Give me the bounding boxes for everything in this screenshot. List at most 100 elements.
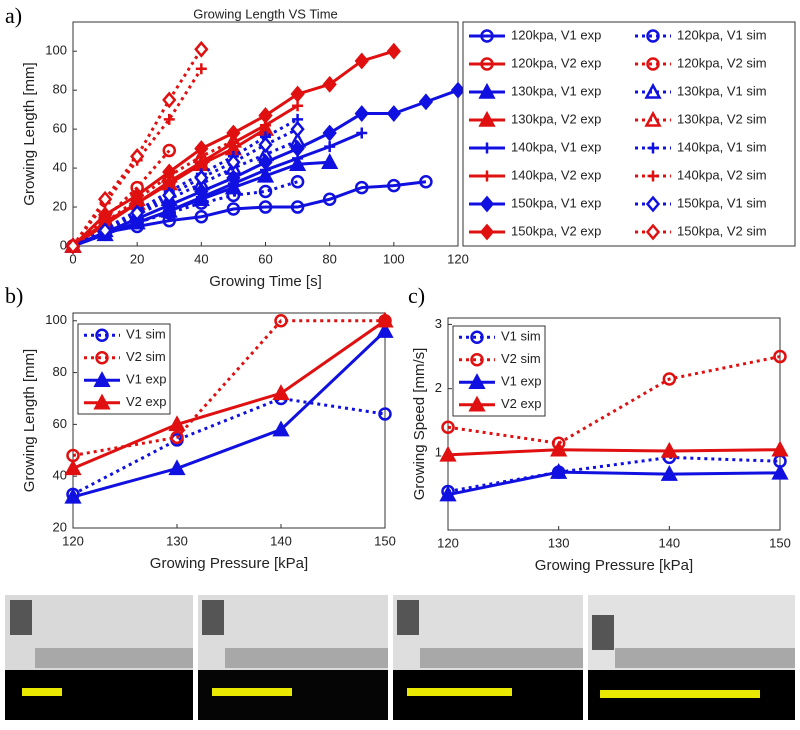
series-line (447, 470, 781, 497)
chart-title: Growing Length VS Time (193, 6, 338, 21)
marker (439, 445, 457, 462)
robot (212, 688, 292, 696)
legend-marker (478, 110, 496, 127)
marker (773, 349, 787, 364)
ruler (615, 648, 795, 668)
legend-label: 150kpa, V2 exp (511, 223, 601, 238)
legend-label: V2 sim (126, 349, 166, 364)
series-line (72, 127, 299, 248)
marker (386, 42, 401, 60)
marker (97, 221, 113, 239)
legend-marker (644, 82, 662, 99)
y-tick-label: 20 (53, 198, 67, 213)
ruler (225, 648, 388, 668)
legend-marker (468, 395, 486, 412)
legend-label: V1 exp (126, 372, 166, 387)
marker (194, 169, 209, 187)
legend-marker (647, 142, 659, 154)
legend-marker (468, 373, 486, 389)
y-tick-label: 60 (53, 416, 67, 431)
marker (194, 210, 209, 224)
marker (130, 147, 145, 165)
holder (202, 600, 224, 635)
holder (397, 600, 419, 635)
legend-marker (93, 393, 111, 410)
legend-marker (479, 223, 495, 241)
y-tick-label: 2 (435, 380, 442, 395)
marker (322, 75, 337, 93)
marker (97, 206, 113, 224)
marker (386, 105, 401, 122)
series-line (447, 448, 781, 457)
x-tick-label: 80 (322, 251, 336, 266)
legend (77, 323, 171, 415)
y-tick-label: 40 (53, 160, 67, 175)
legend-marker (95, 351, 109, 365)
marker (163, 113, 175, 125)
legend-label: 120kpa, V2 exp (511, 55, 601, 70)
legend-label: 130kpa, V1 exp (511, 83, 601, 98)
legend-label: 120kpa, V1 sim (677, 27, 767, 42)
x-tick-label: 140 (270, 533, 292, 548)
marker (258, 184, 273, 199)
marker (662, 372, 677, 386)
x-tick-label: 40 (194, 251, 208, 266)
legend-marker (480, 57, 494, 71)
y-tick-label: 3 (435, 316, 442, 331)
marker (773, 454, 787, 468)
marker (322, 192, 337, 206)
marker (194, 40, 209, 58)
marker (272, 420, 290, 437)
marker (258, 200, 273, 214)
legend-label: V1 sim (501, 329, 541, 344)
legend-label: 140kpa, V1 sim (677, 139, 767, 154)
legend-marker (645, 223, 661, 241)
legend-marker (645, 195, 661, 213)
series-line (72, 319, 385, 457)
marker (322, 124, 337, 142)
legend-label: 130kpa, V1 sim (677, 83, 767, 98)
marker (355, 180, 369, 195)
panel-label: c) (408, 283, 425, 308)
series-line (72, 319, 386, 470)
marker (290, 200, 305, 214)
marker (162, 186, 177, 204)
marker (771, 440, 789, 457)
legend-marker (481, 170, 493, 182)
marker (354, 105, 369, 122)
marker (378, 407, 392, 421)
ruler (35, 648, 193, 668)
marker (226, 124, 241, 142)
legend-label: 140kpa, V2 exp (511, 167, 601, 182)
marker (439, 485, 457, 502)
legend-label: 130kpa, V2 exp (511, 111, 601, 126)
x-axis-label: Growing Pressure [kPa] (150, 555, 308, 572)
legend-label: V2 sim (501, 351, 541, 366)
marker (226, 202, 241, 216)
marker (290, 120, 305, 138)
marker (550, 463, 568, 479)
legend-marker (646, 29, 660, 43)
x-tick-label: 140 (658, 535, 680, 550)
x-tick-label: 0 (69, 251, 76, 266)
legend-marker (480, 29, 494, 43)
x-tick-label: 100 (383, 251, 405, 266)
series-line (72, 131, 363, 248)
legend-marker (478, 82, 496, 99)
y-axis-label: Growing Length [mm] (21, 62, 38, 205)
legend-label: V2 exp (501, 396, 541, 411)
panel-label: b) (5, 283, 23, 308)
series-line (71, 48, 203, 247)
series-line (72, 396, 386, 496)
marker (450, 81, 466, 99)
legend (452, 325, 546, 417)
legend-label: V1 sim (126, 327, 166, 342)
x-tick-label: 120 (62, 533, 84, 548)
robot (407, 688, 512, 696)
marker (64, 487, 82, 504)
marker (660, 464, 678, 481)
photo-strip (5, 595, 795, 720)
legend-marker (646, 57, 660, 71)
legend-label: 150kpa, V1 sim (677, 195, 767, 210)
